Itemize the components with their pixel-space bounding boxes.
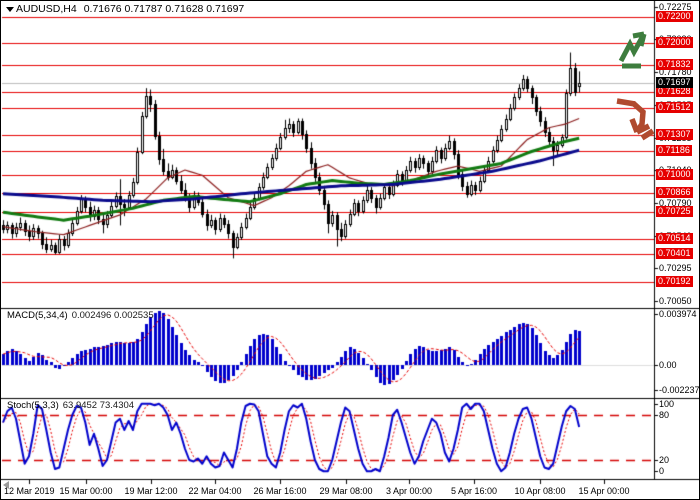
price-tick-label: 0.70050 [659, 296, 692, 306]
time-axis-label: 19 Mar 12:00 [124, 486, 178, 496]
time-axis-label: 5 Apr 16:00 [450, 486, 498, 496]
price-level-badge: 0.72200 [656, 11, 693, 22]
price-level-badge: 0.70192 [656, 276, 693, 287]
price-tick-label: 0.72275 [659, 2, 692, 12]
time-axis-label: 15 Mar 00:00 [59, 486, 113, 496]
quote-ohlc-label: 0.71676 0.71787 0.71628 0.71697 [83, 3, 245, 15]
stoch-axis-label: 20 [659, 455, 670, 465]
price-tick-label: 0.71780 [659, 67, 692, 77]
price-level-badge: 0.70401 [656, 248, 693, 259]
stoch-axis-label: 0 [659, 466, 665, 476]
macd-name: MACD(5,34,4) [7, 310, 68, 321]
time-axis-label: 22 Mar 04:00 [188, 486, 242, 496]
time-axis-label: 26 Mar 16:00 [253, 486, 307, 496]
macd-axis-label: 0.00 [659, 360, 677, 370]
price-tick-label: 0.70295 [659, 263, 692, 273]
time-axis-label: 15 Apr 00:00 [578, 486, 630, 496]
price-level-badge: 0.71186 [656, 145, 692, 156]
price-level-badge: 0.71832 [656, 59, 693, 70]
stoch-values: 63.9452 73.4304 [62, 400, 135, 411]
macd-axis-label: -0.002237 [659, 385, 700, 395]
macd-axis-label: 0.003974 [659, 309, 697, 319]
bearish-arrow-annotation[interactable] [611, 95, 657, 143]
price-tick-label: 0.70790 [659, 198, 692, 208]
time-axis-label: 29 Mar 08:00 [319, 486, 373, 496]
macd-values: 0.002496 0.002535 [71, 310, 154, 321]
price-level-badge: 0.70866 [656, 187, 693, 198]
time-axis-label: 12 Mar 2019 [4, 486, 55, 496]
history-start-marker [3, 481, 9, 489]
stoch-axis-label: 100 [659, 399, 675, 409]
bullish-arrow-annotation[interactable] [613, 25, 655, 69]
price-level-badge: 0.71000 [656, 169, 693, 180]
time-axis-label: 3 Apr 00:00 [385, 486, 433, 496]
stoch-indicator-label: Stoch(5,3,3) 63.9452 73.4304 [7, 400, 134, 411]
stoch-axis-label: 80 [659, 410, 670, 420]
time-axis-label: 10 Apr 08:00 [514, 486, 566, 496]
price-level-badge: 0.71307 [656, 129, 693, 140]
price-level-badge: 0.71628 [656, 86, 693, 97]
macd-indicator-label: MACD(5,34,4) 0.002496 0.002535 [7, 310, 154, 321]
price-level-badge: 0.71512 [656, 102, 693, 113]
chart-title: AUDUSD,H4 0.71676 0.71787 0.71628 0.71697 [16, 3, 244, 15]
current-price-badge: 0.71697 [656, 77, 693, 88]
price-level-badge: 0.72000 [656, 37, 693, 48]
price-level-badge: 0.70725 [656, 206, 693, 217]
symbol-dropdown-icon[interactable] [6, 7, 14, 12]
symbol-period-label: AUDUSD,H4 [16, 3, 77, 15]
stoch-name: Stoch(5,3,3) [7, 400, 59, 411]
price-level-badge: 0.70514 [656, 233, 693, 244]
